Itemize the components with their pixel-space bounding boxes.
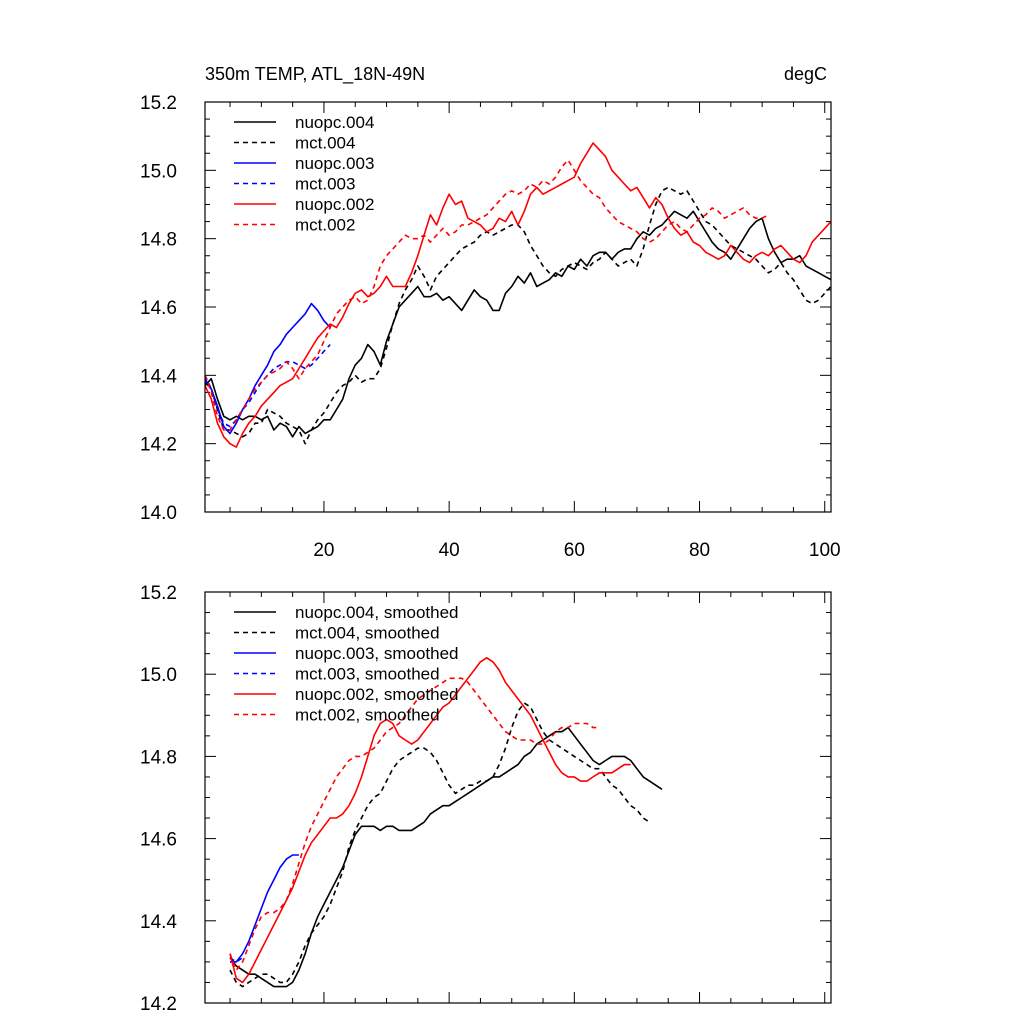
series-line-nuopc-002 <box>205 142 831 448</box>
y-tick-label: 14.0 <box>140 503 177 524</box>
minor-ticks <box>205 592 831 1003</box>
series-line-mct-004-smoothed <box>229 702 650 988</box>
y-tick-label: 14.6 <box>140 830 177 851</box>
series-line-mct-003 <box>205 344 331 428</box>
legend-label: nuopc.003, smoothed <box>295 644 459 663</box>
y-tick-label: 14.8 <box>140 747 177 768</box>
legend-label: mct.003, smoothed <box>295 665 440 684</box>
series-line-mct-002-smoothed <box>229 677 600 971</box>
x-tick-label: 60 <box>564 540 585 561</box>
plot-frame <box>204 591 832 1004</box>
legend-label: mct.004, smoothed <box>295 624 440 643</box>
y-tick-label: 14.4 <box>140 912 177 933</box>
y-tick-label: 15.0 <box>140 161 177 182</box>
chart-title: 350m TEMP, ATL_18N-49N <box>205 64 425 85</box>
series-line-nuopc-004 <box>205 210 831 438</box>
y-tick-label: 15.0 <box>140 665 177 686</box>
plot-frame <box>204 101 832 513</box>
y-tick-label: 14.8 <box>140 230 177 251</box>
legend-label: nuopc.002, smoothed <box>295 685 459 704</box>
y-tick-label: 14.2 <box>140 994 177 1015</box>
legend-label: mct.003 <box>295 175 355 194</box>
legend-label: nuopc.004, smoothed <box>295 603 459 622</box>
y-tick-label: 15.2 <box>140 583 177 604</box>
legend-label: nuopc.003 <box>295 154 374 173</box>
legend-label: mct.002, smoothed <box>295 706 440 725</box>
legend-label: nuopc.004 <box>295 113 374 132</box>
x-tick-label: 40 <box>439 540 460 561</box>
y-tick-label: 14.2 <box>140 435 177 456</box>
top-panel: 20 40 60 80 100 14.0 14.2 14.4 14.6 14.8 15.0 15.2 n… <box>140 64 841 561</box>
legend-label: nuopc.002 <box>295 195 374 214</box>
units-label: degC <box>784 64 827 84</box>
y-tick-label: 14.6 <box>140 298 177 319</box>
legend-label: mct.004 <box>295 134 355 153</box>
x-tick-label: 20 <box>313 540 334 561</box>
x-tick-label: 100 <box>809 540 841 561</box>
y-tick-label: 15.2 <box>140 93 177 114</box>
series-line-nuopc-004-smoothed <box>229 726 663 988</box>
minor-ticks <box>205 102 831 512</box>
x-tick-label: 80 <box>689 540 710 561</box>
legend-label: mct.002 <box>295 216 355 235</box>
y-tick-label: 14.4 <box>140 366 177 387</box>
bottom-panel: 14.2 14.4 14.6 14.8 15.0 15.2 nuopc.004, smoot… <box>140 583 832 1015</box>
series-line-nuopc-003 <box>205 302 331 435</box>
series-line-mct-002 <box>205 159 769 431</box>
series-line-nuopc-002-smoothed <box>229 656 631 984</box>
series-line-nuopc-003-smoothed <box>230 854 299 963</box>
